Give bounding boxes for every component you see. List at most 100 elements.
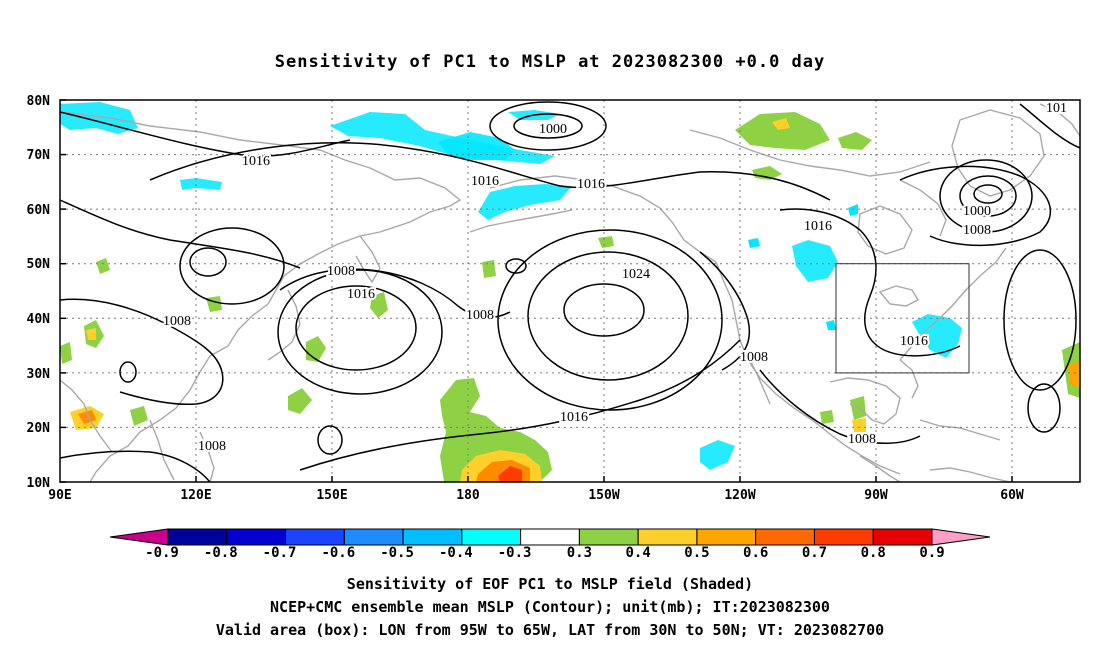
shade-green-canada — [598, 236, 614, 248]
colorbar-label: 0.9 — [919, 545, 944, 561]
colorbar-label: -0.8 — [204, 545, 238, 561]
colorbar-label: 0.5 — [684, 545, 709, 561]
colorbar-end-right — [931, 528, 991, 546]
colorbar-label: 0.7 — [802, 545, 827, 561]
contour-label: 1008 — [163, 314, 191, 329]
colorbar-box — [402, 528, 463, 546]
colorbar-label: -0.4 — [439, 545, 473, 561]
colorbar-box — [226, 528, 287, 546]
shade-green-asia-3 — [60, 342, 72, 364]
shade-red-pacific — [498, 466, 522, 482]
colorbar-end-left — [109, 528, 169, 546]
lon-label: 90E — [48, 488, 71, 503]
colorbar-box — [637, 528, 698, 546]
lat-label: 80N — [27, 94, 51, 109]
contour-1016-atlantic-inner — [1027, 383, 1061, 433]
lat-label: 10N — [27, 476, 51, 491]
lat-label: 50N — [27, 257, 51, 272]
coast-arctic-canada — [689, 129, 931, 177]
contour-label: 1008 — [327, 264, 355, 279]
coast-hudson — [857, 205, 913, 255]
coast-gulf — [829, 377, 901, 425]
colorbar-box — [343, 528, 404, 546]
shade-cyan-canada — [792, 240, 838, 282]
coast-russia-east — [267, 205, 451, 305]
colorbar-label: 0.6 — [743, 545, 768, 561]
colorbar-label: -0.5 — [380, 545, 414, 561]
contour-label: 1016 — [347, 287, 375, 302]
map-panel: 1000 1016 1016 1016 1024 1008 1008 1016 … — [27, 94, 1081, 503]
contour-label: 1000 — [539, 122, 567, 137]
contour-1016-pacific-south — [299, 339, 741, 471]
shade-green-aleutian — [482, 260, 496, 278]
contour-1008-namerica — [699, 251, 751, 371]
shade-cyan-small-2 — [848, 204, 858, 216]
lon-label: 60W — [1000, 488, 1024, 503]
shade-cyan-alaska — [478, 184, 572, 220]
coast-greenland — [951, 109, 1045, 197]
lat-labels: 80N 70N 60N 50N 40N 30N 20N 10N — [27, 94, 51, 491]
shaded-regions — [60, 102, 1080, 482]
shade-green-japan — [370, 292, 388, 318]
shade-orange-westpac — [78, 410, 96, 424]
mslp-contours — [59, 101, 1081, 483]
contour-labels: 1000 1016 1016 1016 1024 1008 1008 1016 … — [161, 99, 1069, 456]
colorbar-label: 0.8 — [861, 545, 886, 561]
shade-green-arctic — [735, 112, 830, 150]
coast-baja — [745, 351, 771, 405]
contour-1000-greenland-inner — [959, 175, 1017, 217]
map-background — [60, 100, 1080, 482]
colorbar-box — [461, 528, 522, 546]
contour-1016-eurasia-top — [1019, 103, 1081, 149]
contour-label: 1016 — [900, 334, 928, 349]
contour-label: 101 — [1046, 101, 1067, 116]
contour-1020-high — [497, 229, 723, 411]
axis-ticks — [60, 99, 1013, 483]
colorbar-label: -0.9 — [145, 545, 179, 561]
shade-cyan-newengland — [912, 314, 962, 358]
colorbar-label: 0.4 — [626, 545, 651, 561]
lon-label: 150E — [316, 488, 347, 503]
lon-label: 150W — [588, 488, 619, 503]
coast-florida — [899, 359, 919, 399]
contour-small-low-2 — [119, 361, 137, 383]
contour-1016-north — [149, 142, 831, 201]
contour-label: 1008 — [848, 432, 876, 447]
shade-green-ca — [820, 410, 834, 424]
coast-na-east — [899, 247, 1007, 361]
colorbar-box — [167, 528, 228, 546]
shade-green-west-pac — [130, 406, 148, 426]
colorbar — [109, 528, 991, 546]
shade-cyan-small-3 — [826, 320, 836, 330]
coast-aleutians — [469, 209, 573, 233]
contour-low-1000-arctic — [489, 101, 607, 151]
shade-yellow-arctic — [772, 118, 790, 130]
lat-label: 20N — [27, 421, 51, 436]
colorbar-box — [696, 528, 757, 546]
map-frame — [59, 99, 1081, 483]
colorbar-label: -0.3 — [498, 545, 532, 561]
lon-label: 120W — [724, 488, 755, 503]
contour-1000-greenland-core — [973, 184, 1003, 204]
valid-area-box — [835, 263, 970, 374]
colorbar-label: -0.6 — [321, 545, 355, 561]
coast-south-america — [929, 467, 1011, 483]
shade-green-arctic-east — [838, 132, 872, 150]
shade-cyan-mexico — [700, 440, 735, 470]
shade-cyan-small-1 — [748, 238, 760, 248]
contour-1008-eastasia — [59, 298, 224, 406]
contour-1008-kamchatka — [279, 268, 511, 319]
contour-1016-asia-low — [179, 227, 285, 305]
contour-1024-high — [527, 251, 689, 381]
caption-line-1: Sensitivity of EOF PC1 to MSLP field (Sh… — [347, 575, 753, 593]
coast-alaska — [489, 175, 717, 263]
colorbar-label: 0.3 — [567, 545, 592, 561]
colorbar-box — [285, 528, 345, 546]
colorbar-box — [813, 528, 874, 546]
shade-cyan-arctic-west — [60, 102, 138, 134]
shade-cyan-siberia — [180, 178, 222, 190]
coast-central-america — [859, 455, 901, 483]
lon-label: 120E — [180, 488, 211, 503]
contour-1008-siberia — [59, 199, 301, 269]
